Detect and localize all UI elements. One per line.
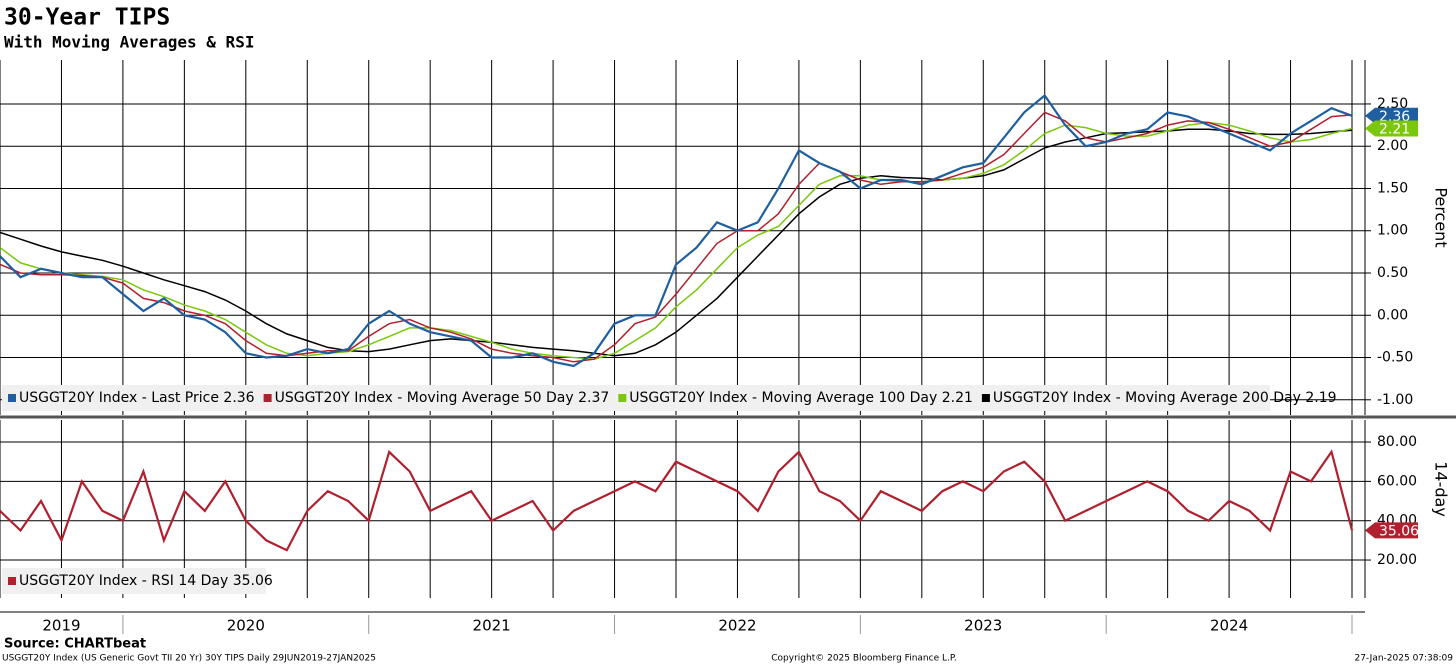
y-tick-label: 1.50 (1377, 180, 1408, 196)
legend-swatch (981, 394, 990, 402)
legend-entry: USGGT20Y Index - Moving Average 100 Day … (629, 390, 973, 406)
x-tick-label: 2021 (473, 617, 511, 635)
y-tick-label: 2.00 (1377, 138, 1408, 154)
value-tag (1365, 120, 1418, 137)
y-tick-label: -0.50 (1377, 350, 1413, 366)
footer-center: Copyright© 2025 Bloomberg Finance L.P. (771, 654, 956, 664)
footer-right: 27-Jan-2025 07:38:09 (1354, 654, 1453, 664)
line-series (0, 111, 1353, 363)
line-series (0, 449, 1354, 552)
x-tick-label: 2022 (718, 617, 756, 635)
legend-box (2, 568, 266, 594)
legend-box (2, 385, 1270, 411)
y-tick-label: 1.00 (1377, 223, 1408, 239)
footer-left: USGGT20Y Index (US Generic Govt TII 20 Y… (2, 654, 376, 664)
x-tick-label: 2019 (42, 617, 80, 635)
y-tick-label: 0.00 (1377, 307, 1408, 323)
y-tick-label: 20.00 (1377, 552, 1417, 568)
line-series (0, 93, 1353, 368)
legend-swatch (263, 394, 272, 402)
chart-title: 30-Year TIPS (4, 5, 170, 31)
legend-swatch (618, 394, 627, 402)
y-axis-label: 14-day (1432, 461, 1451, 517)
value-tag (1365, 522, 1418, 539)
y-tick-label: 60.00 (1377, 473, 1417, 489)
legend-swatch (8, 577, 16, 585)
x-tick-label: 2020 (227, 617, 265, 635)
x-tick-label: 2023 (964, 617, 1002, 635)
value-tag-label: 2.21 (1379, 121, 1410, 137)
legend-entry: USGGT20Y Index - Moving Average 200 Day … (993, 390, 1337, 406)
x-tick-label: 2024 (1210, 617, 1248, 635)
legend-entry: USGGT20Y Index - Last Price 2.36 (19, 390, 255, 406)
source: Source: CHARTbeat (4, 637, 146, 652)
legend-swatch (8, 394, 16, 402)
line-series (0, 121, 1353, 360)
y-tick-label: 80.00 (1377, 434, 1417, 450)
value-tag-label: 35.06 (1379, 523, 1419, 539)
y-axis-label: Percent (1432, 187, 1451, 247)
legend-entry: USGGT20Y Index - Moving Average 50 Day 2… (275, 390, 610, 406)
value-tag (1365, 107, 1418, 124)
legend-entry: USGGT20Y Index - RSI 14 Day 35.06 (19, 573, 273, 589)
y-tick-label: 0.50 (1377, 265, 1408, 281)
y-tick-label: -1.00 (1377, 392, 1413, 408)
chart-subtitle: With Moving Averages & RSI (4, 33, 254, 52)
